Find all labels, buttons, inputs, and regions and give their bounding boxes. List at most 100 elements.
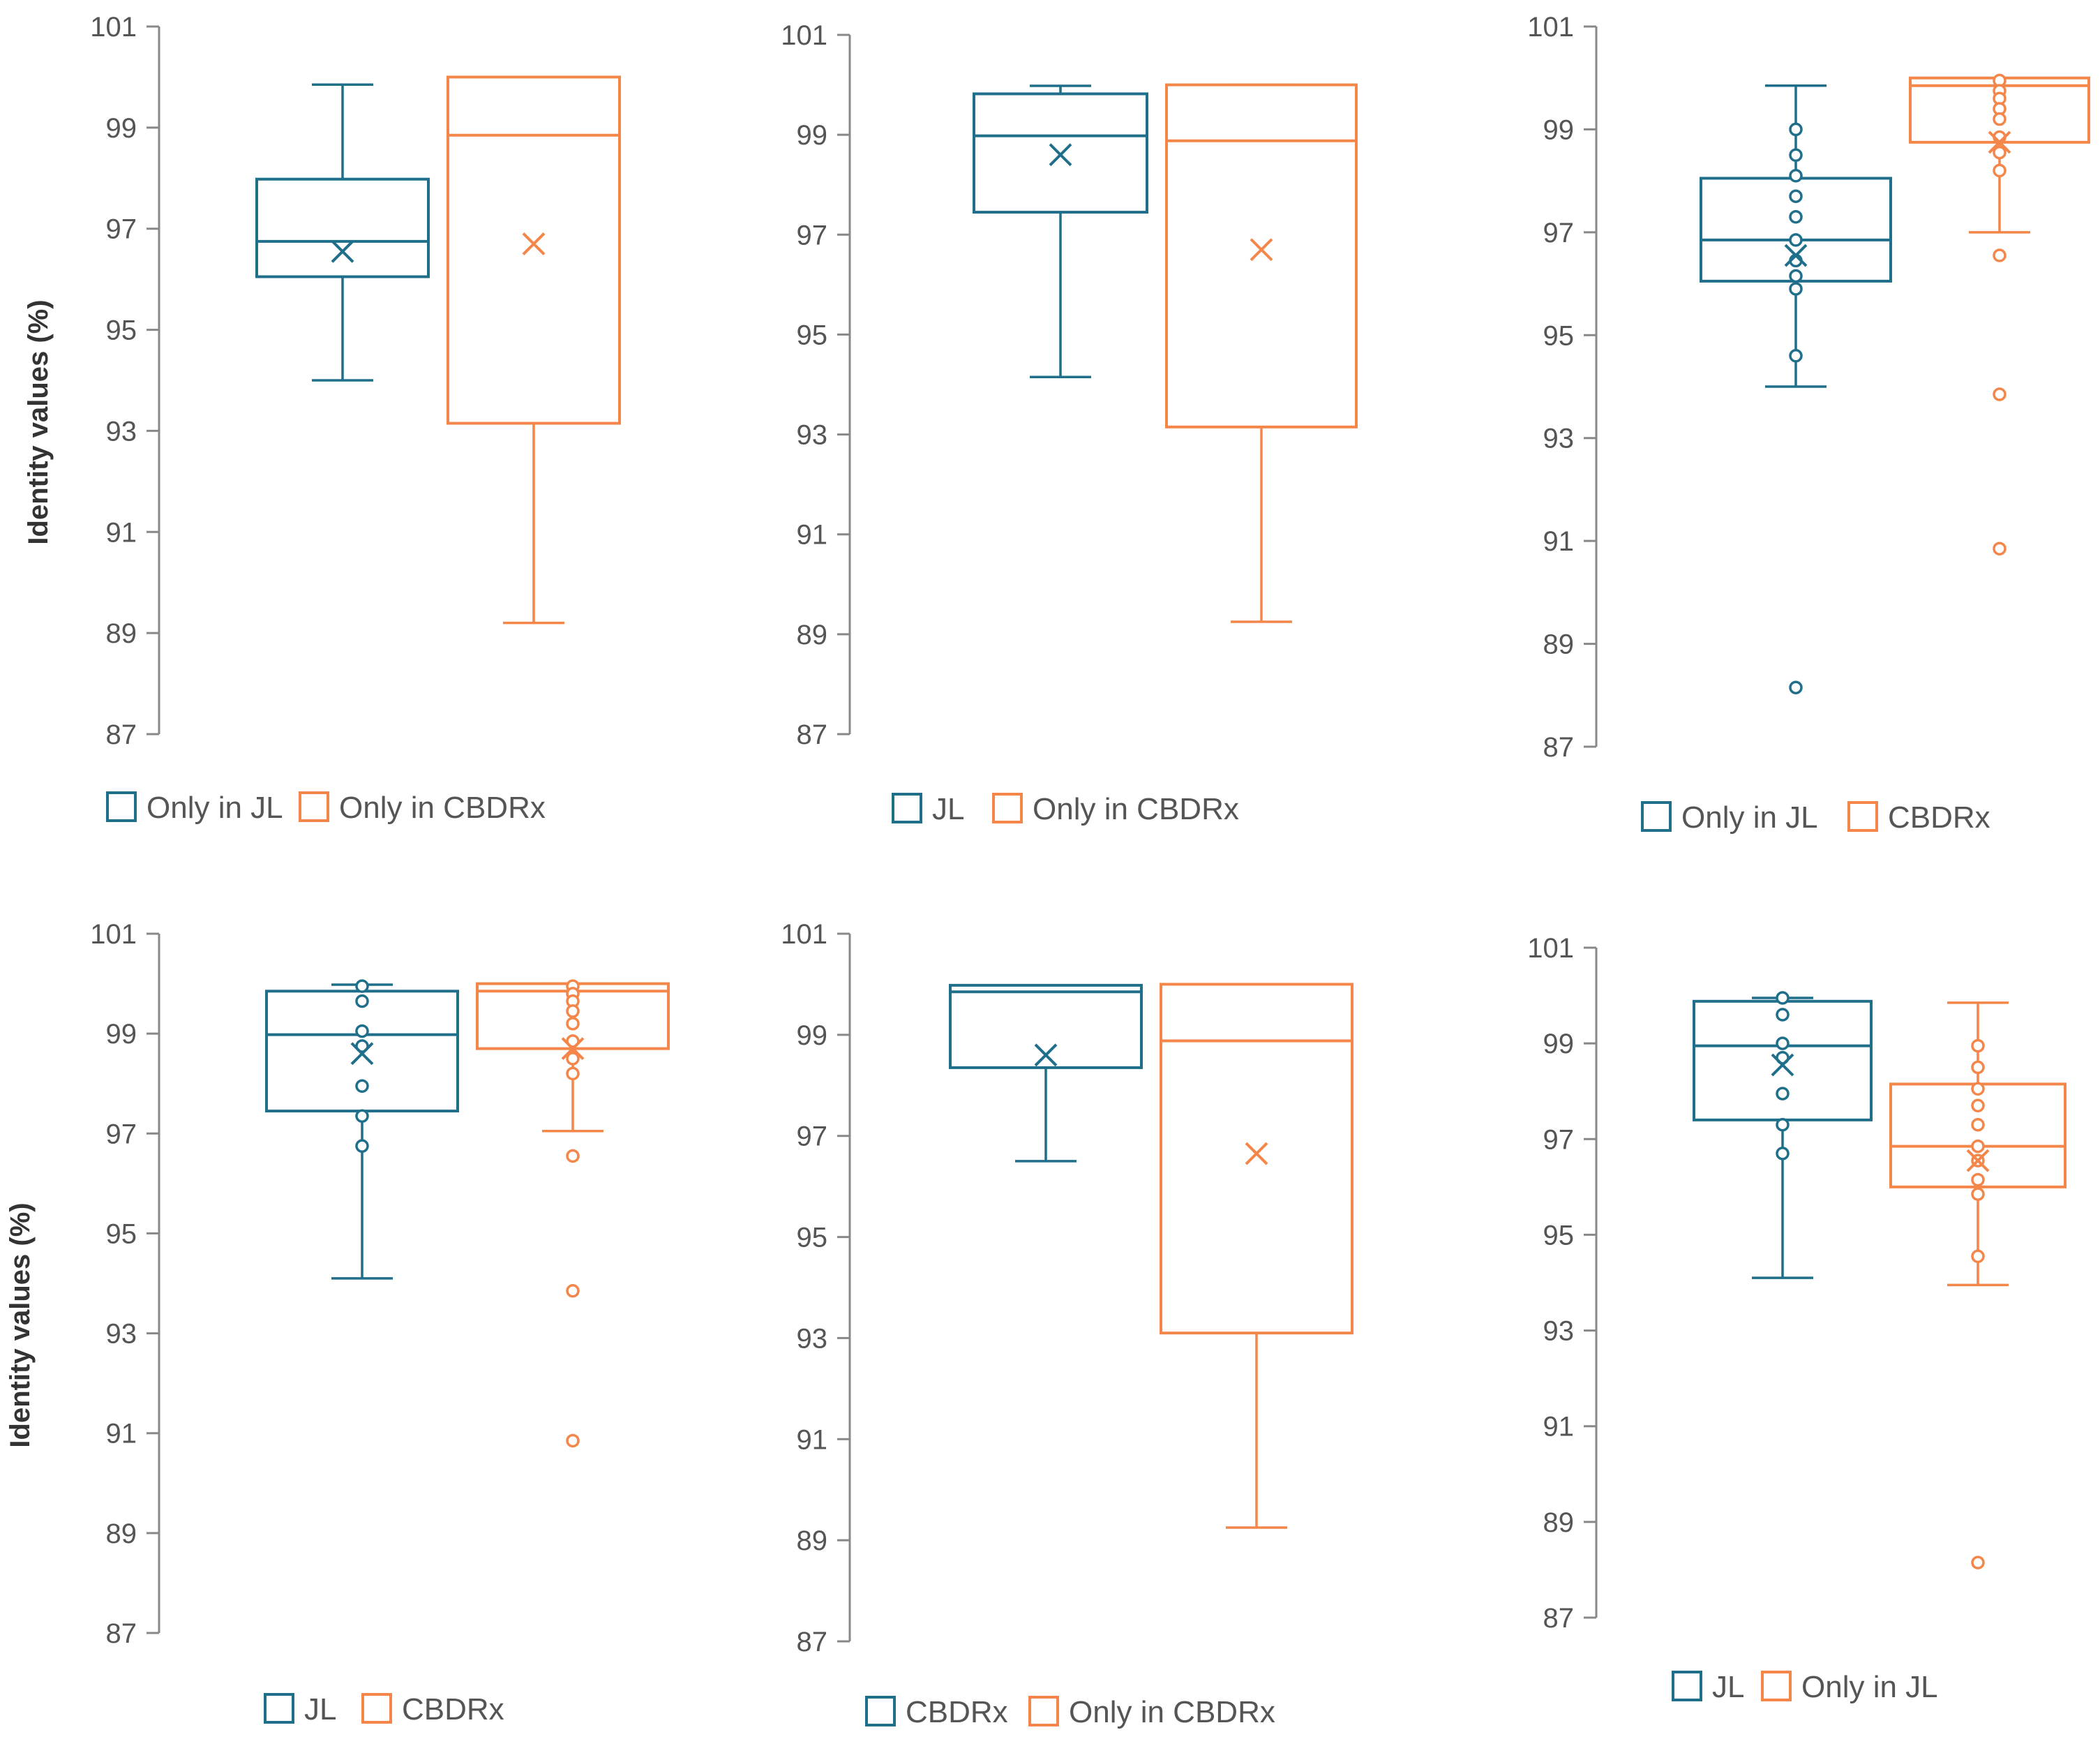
outlier-point — [355, 994, 369, 1008]
y-tick-label: 95 — [106, 315, 137, 346]
outlier-point — [1971, 1117, 1985, 1132]
legend-label: CBDRx — [402, 1692, 504, 1726]
y-tick-label: 101 — [781, 919, 827, 950]
outlier-point — [566, 1066, 580, 1081]
legend-item-1: JL — [1672, 1670, 1744, 1704]
legend-item-2: Only in CBDRx — [1028, 1695, 1275, 1729]
mean-marker — [1250, 238, 1273, 262]
legend-item-2: CBDRx — [1847, 800, 1990, 835]
outlier-point — [1789, 233, 1803, 247]
chart-panel-6: 101 99 97 95 93 91 89 87 JL Only in JL — [1527, 933, 2067, 1704]
outlier-point — [355, 979, 369, 993]
outlier-point — [1776, 1036, 1790, 1050]
box-series-2 — [476, 979, 670, 1448]
y-tick-label: 91 — [797, 520, 828, 551]
legend-item-2: Only in JL — [1761, 1670, 1938, 1704]
outlier-point — [1971, 1098, 1985, 1113]
legend-label: JL — [932, 792, 964, 826]
outlier-point — [1993, 542, 2007, 555]
outlier-point — [1971, 1556, 1985, 1569]
outlier-point — [1789, 169, 1803, 183]
mean-marker — [522, 232, 546, 255]
legend-item-1: CBDRx — [865, 1695, 1008, 1729]
y-axis-label: Identity values (%) — [23, 299, 54, 544]
legend-label: Only in JL — [1681, 800, 1818, 835]
box-series-1 — [255, 83, 430, 382]
y-tick-label: 87 — [1543, 1603, 1575, 1634]
outlier-point — [1776, 1087, 1790, 1101]
y-tick-label: 99 — [797, 1020, 828, 1051]
legend-label: Only in CBDRx — [1069, 1695, 1275, 1729]
outlier-point — [1971, 1139, 1985, 1154]
box-series-2 — [1889, 1001, 2067, 1569]
outlier-point — [1971, 1172, 1985, 1187]
outlier-point — [355, 1139, 369, 1153]
chart-panel-4: 101 99 97 95 93 91 89 87 Identity values (%) JL CB… — [5, 919, 670, 1726]
outlier-point — [355, 1109, 369, 1123]
box-series-1 — [973, 84, 1148, 379]
legend-label: JL — [304, 1692, 336, 1726]
y-tick-label: 91 — [1543, 526, 1575, 557]
outlier-point — [566, 1433, 580, 1448]
mean-marker — [1245, 1142, 1268, 1165]
y-tick-label: 91 — [106, 1419, 137, 1449]
outlier-point — [1789, 148, 1803, 163]
chart-panel-1: 101 99 97 95 93 91 89 87 Identity values (%) Only… — [23, 12, 621, 825]
box-series-1 — [1693, 991, 1873, 1279]
y-tick-label: 97 — [797, 220, 828, 251]
y-tick-label: 101 — [90, 12, 137, 43]
box-iqr — [1160, 983, 1353, 1335]
mean-marker — [1784, 244, 1808, 267]
mean-marker — [1049, 143, 1072, 167]
y-tick-label: 87 — [797, 719, 828, 750]
legend-label: Only in CBDRx — [1033, 792, 1239, 826]
y-tick-label: 95 — [1543, 320, 1575, 351]
outlier-point — [1971, 1082, 1985, 1096]
y-tick-label: 93 — [797, 420, 828, 451]
mean-marker — [1034, 1043, 1058, 1067]
y-tick-label: 95 — [797, 1223, 828, 1253]
outlier-point — [1776, 1117, 1790, 1132]
legend-item-1: Only in JL — [1641, 800, 1818, 835]
chart-panel-5: 101 99 97 95 93 91 89 87 CBDRx Only in CBDRx — [781, 919, 1353, 1729]
legend-swatch — [892, 793, 922, 823]
legend-item-2: CBDRx — [361, 1692, 504, 1726]
y-tick-label: 97 — [106, 1119, 137, 1149]
mean-marker — [350, 1042, 374, 1066]
outlier-point — [1993, 145, 2007, 160]
outlier-point — [1789, 209, 1803, 224]
legend-item-2: Only in CBDRx — [299, 791, 546, 825]
outlier-point — [566, 1004, 580, 1018]
outlier-point — [566, 1017, 580, 1031]
outlier-point — [1789, 349, 1803, 363]
box-series-2 — [447, 75, 621, 625]
y-tick-label: 97 — [1543, 1124, 1575, 1155]
outlier-point — [1993, 387, 2007, 401]
outlier-point — [1789, 269, 1803, 283]
y-tick-label: 95 — [106, 1218, 137, 1249]
y-tick-label: 91 — [106, 517, 137, 548]
y-tick-label: 91 — [797, 1424, 828, 1455]
y-tick-label: 87 — [797, 1627, 828, 1657]
y-tick-label: 97 — [1543, 218, 1575, 248]
box-series-2 — [1165, 83, 1358, 623]
y-tick-label: 89 — [1543, 629, 1575, 660]
outlier-point — [1776, 991, 1790, 1005]
y-tick-label: 97 — [797, 1121, 828, 1152]
legend-label: CBDRx — [906, 1695, 1008, 1729]
y-tick-label: 87 — [1543, 732, 1575, 763]
y-tick-label: 89 — [1543, 1507, 1575, 1538]
box-series-1 — [949, 983, 1143, 1163]
outlier-point — [566, 1283, 580, 1298]
legend-swatch — [1761, 1671, 1792, 1701]
box-iqr — [255, 177, 430, 278]
outlier-point — [1971, 1187, 1985, 1201]
y-tick-label: 87 — [106, 1618, 137, 1649]
y-tick-label: 93 — [1543, 1316, 1575, 1347]
y-tick-label: 99 — [106, 1019, 137, 1050]
outlier-point — [1993, 163, 2007, 178]
legend-swatch — [1028, 1696, 1059, 1726]
chart-panel-2: 101 99 97 95 93 91 89 87 JL Only in CBDRx — [781, 20, 1358, 826]
legend-label: CBDRx — [1888, 800, 1990, 835]
y-tick-label: 93 — [106, 1319, 137, 1350]
